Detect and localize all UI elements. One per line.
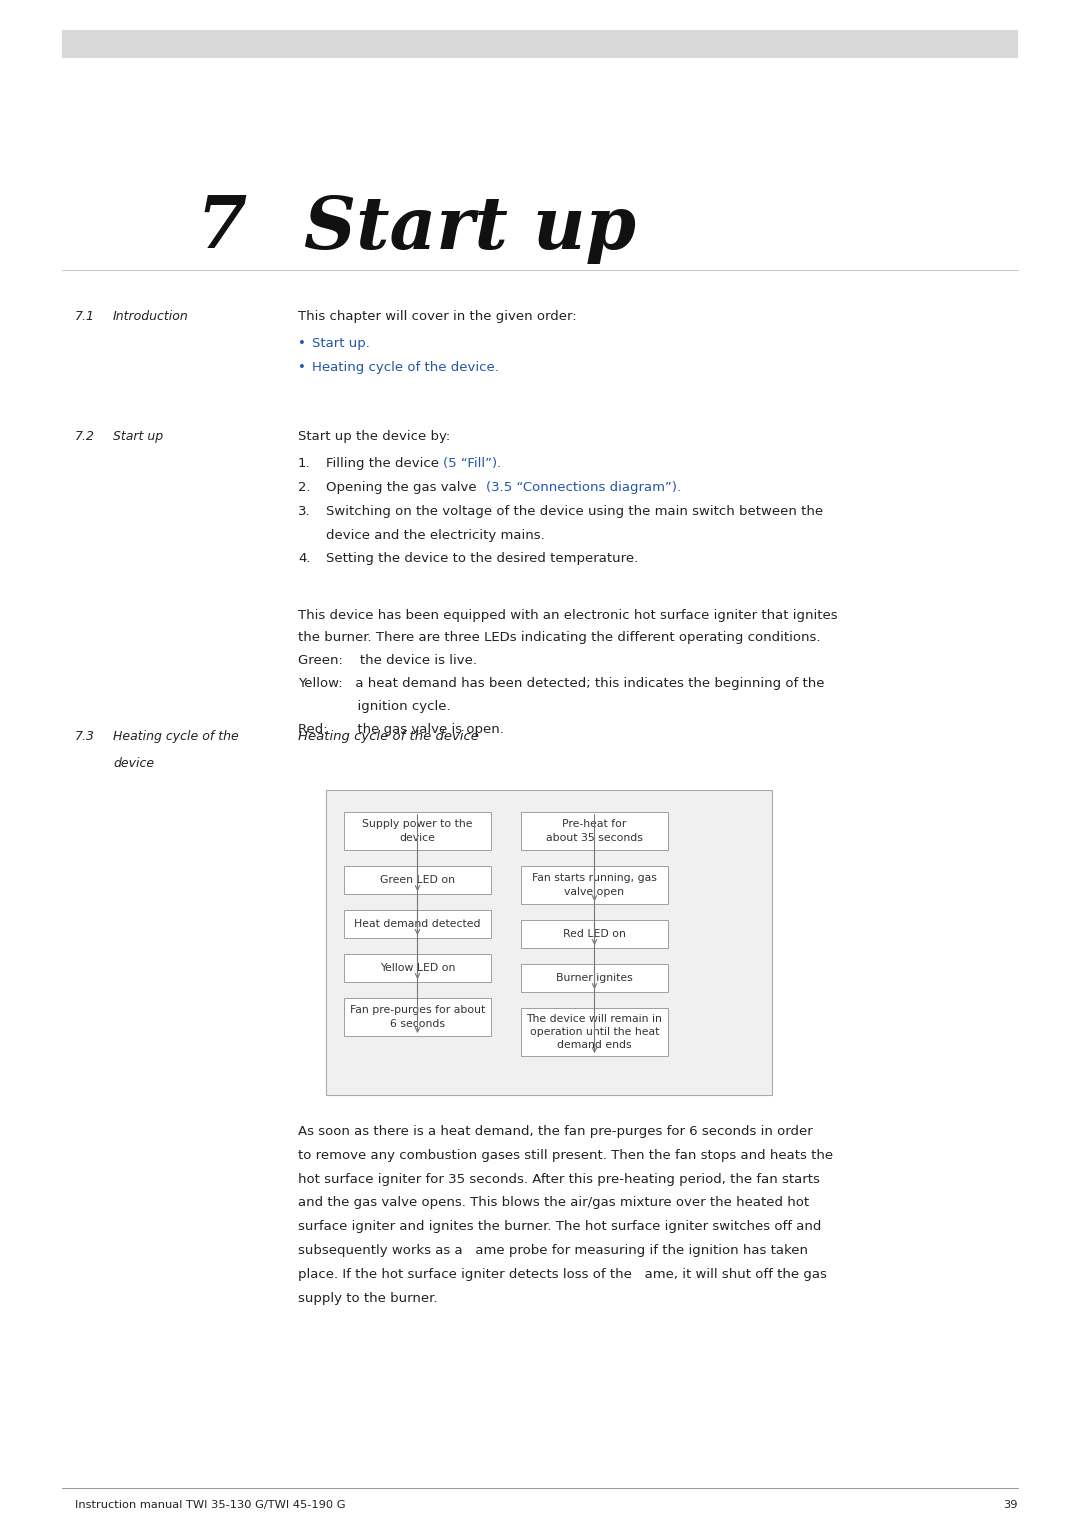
FancyBboxPatch shape <box>521 1008 669 1056</box>
Text: Heating cycle of the: Heating cycle of the <box>113 730 239 743</box>
Text: Red:       the gas valve is open.: Red: the gas valve is open. <box>298 723 504 736</box>
Text: Instruction manual TWI 35-130 G/TWI 45-190 G: Instruction manual TWI 35-130 G/TWI 45-1… <box>75 1500 346 1510</box>
Text: •: • <box>298 361 306 374</box>
Text: place. If the hot surface igniter detects loss of the   ame, it will shut off th: place. If the hot surface igniter detect… <box>298 1268 827 1280</box>
Text: 1.: 1. <box>298 457 311 471</box>
FancyBboxPatch shape <box>345 998 491 1036</box>
Text: 3.: 3. <box>298 504 311 518</box>
Text: Green LED on: Green LED on <box>380 876 455 885</box>
FancyBboxPatch shape <box>521 811 669 850</box>
Text: Heating cycle of the device: Heating cycle of the device <box>298 730 478 743</box>
FancyBboxPatch shape <box>345 811 491 850</box>
FancyBboxPatch shape <box>345 866 491 894</box>
Text: supply to the burner.: supply to the burner. <box>298 1291 437 1305</box>
Text: surface igniter and ignites the burner. The hot surface igniter switches off and: surface igniter and ignites the burner. … <box>298 1221 822 1233</box>
Text: Start up.: Start up. <box>312 338 369 350</box>
Text: 7.3: 7.3 <box>75 730 95 743</box>
Text: 7: 7 <box>197 193 247 263</box>
Text: Heat demand detected: Heat demand detected <box>354 918 481 929</box>
Text: Start up: Start up <box>113 429 163 443</box>
Text: Start up: Start up <box>303 193 636 263</box>
Text: Start up the device by:: Start up the device by: <box>298 429 450 443</box>
Text: to remove any combustion gases still present. Then the fan stops and heats the: to remove any combustion gases still pre… <box>298 1149 833 1161</box>
FancyBboxPatch shape <box>345 953 491 983</box>
Text: the burner. There are three LEDs indicating the different operating conditions.: the burner. There are three LEDs indicat… <box>298 631 821 645</box>
Text: Fan starts running, gas
valve open: Fan starts running, gas valve open <box>532 874 657 897</box>
Text: hot surface igniter for 35 seconds. After this pre-heating period, the fan start: hot surface igniter for 35 seconds. Afte… <box>298 1172 820 1186</box>
Text: This device has been equipped with an electronic hot surface igniter that ignite: This device has been equipped with an el… <box>298 608 838 622</box>
Text: 2.: 2. <box>298 481 311 494</box>
Text: The device will remain in
operation until the heat
demand ends: The device will remain in operation unti… <box>527 1013 662 1050</box>
Text: device and the electricity mains.: device and the electricity mains. <box>326 529 544 541</box>
Text: Fan pre-purges for about
6 seconds: Fan pre-purges for about 6 seconds <box>350 1005 485 1028</box>
Text: Heating cycle of the device.: Heating cycle of the device. <box>312 361 499 374</box>
Text: Opening the gas valve: Opening the gas valve <box>326 481 481 494</box>
Text: ignition cycle.: ignition cycle. <box>298 700 450 714</box>
Text: (5 “Fill”).: (5 “Fill”). <box>443 457 501 471</box>
Text: Switching on the voltage of the device using the main switch between the: Switching on the voltage of the device u… <box>326 504 823 518</box>
Text: •: • <box>298 338 306 350</box>
Text: Supply power to the
device: Supply power to the device <box>362 819 473 842</box>
Text: Pre-heat for
about 35 seconds: Pre-heat for about 35 seconds <box>546 819 643 842</box>
Text: 7.1: 7.1 <box>75 310 95 322</box>
Text: 7.2: 7.2 <box>75 429 95 443</box>
Text: Introduction: Introduction <box>113 310 189 322</box>
Text: Setting the device to the desired temperature.: Setting the device to the desired temper… <box>326 553 638 565</box>
FancyBboxPatch shape <box>521 964 669 992</box>
Text: Yellow:   a heat demand has been detected; this indicates the beginning of the: Yellow: a heat demand has been detected;… <box>298 677 824 691</box>
FancyBboxPatch shape <box>521 866 669 905</box>
FancyBboxPatch shape <box>62 31 1018 58</box>
Text: Green:    the device is live.: Green: the device is live. <box>298 654 477 668</box>
FancyBboxPatch shape <box>345 911 491 938</box>
FancyBboxPatch shape <box>326 790 772 1096</box>
Text: Yellow LED on: Yellow LED on <box>380 963 455 973</box>
FancyBboxPatch shape <box>521 920 669 947</box>
Text: Burner ignites: Burner ignites <box>556 973 633 983</box>
Text: Red LED on: Red LED on <box>563 929 626 940</box>
Text: 4.: 4. <box>298 553 311 565</box>
Text: subsequently works as a   ame probe for measuring if the ignition has taken: subsequently works as a ame probe for me… <box>298 1244 808 1258</box>
Text: This chapter will cover in the given order:: This chapter will cover in the given ord… <box>298 310 577 322</box>
Text: (3.5 “Connections diagram”).: (3.5 “Connections diagram”). <box>486 481 681 494</box>
Text: 39: 39 <box>1003 1500 1018 1510</box>
Text: As soon as there is a heat demand, the fan pre-purges for 6 seconds in order: As soon as there is a heat demand, the f… <box>298 1125 813 1138</box>
Text: device: device <box>113 758 154 770</box>
Text: and the gas valve opens. This blows the air/gas mixture over the heated hot: and the gas valve opens. This blows the … <box>298 1196 809 1209</box>
Text: Filling the device: Filling the device <box>326 457 443 471</box>
